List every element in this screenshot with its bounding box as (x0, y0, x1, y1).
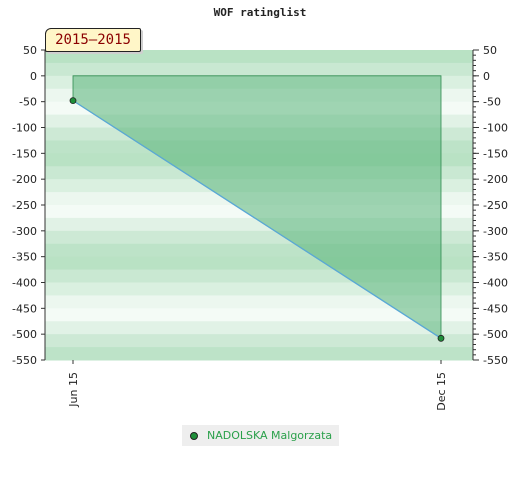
period-badge: 2015–2015 (45, 28, 141, 52)
x-tick-label: Dec 15 (435, 372, 448, 411)
x-tick-label: Jun 15 (67, 372, 80, 408)
background-band (45, 62, 473, 77)
background-band (45, 321, 473, 335)
background-band (45, 50, 473, 64)
background-band (45, 308, 473, 322)
y-tick-label-right: -550 (483, 354, 508, 367)
y-tick-label-right: -200 (483, 173, 508, 186)
y-tick-label-right: -150 (483, 147, 508, 160)
legend-marker-icon (190, 431, 198, 440)
y-tick-label-right: -450 (483, 302, 508, 315)
legend-label: NADOLSKA Malgorzata (207, 429, 333, 442)
y-tick-label-left: -450 (12, 302, 37, 315)
y-tick-label-left: -550 (12, 354, 37, 367)
y-tick-label-left: -100 (12, 122, 37, 135)
y-tick-label-left: -400 (12, 277, 37, 290)
background-band (45, 334, 473, 348)
y-tick-label-left: 0 (30, 70, 37, 83)
y-tick-label-right: -400 (483, 277, 508, 290)
y-tick-label-right: 0 (483, 70, 490, 83)
data-point (437, 334, 445, 342)
y-tick-label-right: 50 (483, 44, 497, 57)
chart-title: WOF ratinglist (214, 6, 307, 19)
y-tick-label-left: -250 (12, 199, 37, 212)
background-band (45, 295, 473, 309)
y-tick-label-left: -350 (12, 251, 37, 264)
x-axis: Jun 15 Dec 15 (67, 360, 448, 411)
y-tick-label-left: 50 (23, 44, 37, 57)
y-tick-label-left: -200 (12, 173, 37, 186)
y-axis-left: 50 0 -50 -100 -150 -200 -250 -300 -350 -400 -450 -5… (12, 44, 46, 367)
y-tick-label-left: -500 (12, 328, 37, 341)
series-layer (69, 97, 445, 342)
y-tick-label-left: -300 (12, 225, 37, 238)
y-tick-label-right: -50 (483, 96, 501, 109)
y-tick-label-left: -150 (12, 147, 37, 160)
period-label: 2015–2015 (55, 32, 131, 48)
background-band (45, 347, 473, 361)
y-tick-label-left: -50 (19, 96, 37, 109)
y-tick-label-right: -500 (483, 328, 508, 341)
y-tick-label-right: -350 (483, 251, 508, 264)
y-tick-label-right: -250 (483, 199, 508, 212)
series-line (72, 100, 442, 339)
legend[interactable]: NADOLSKA Malgorzata (182, 425, 339, 446)
y-axis-right: 50 0 -50 -100 -150 -200 -250 -300 -350 -400 -450 -5… (472, 44, 508, 367)
data-point (69, 97, 77, 105)
y-tick-label-right: -100 (483, 122, 508, 135)
y-tick-label-right: -300 (483, 225, 508, 238)
